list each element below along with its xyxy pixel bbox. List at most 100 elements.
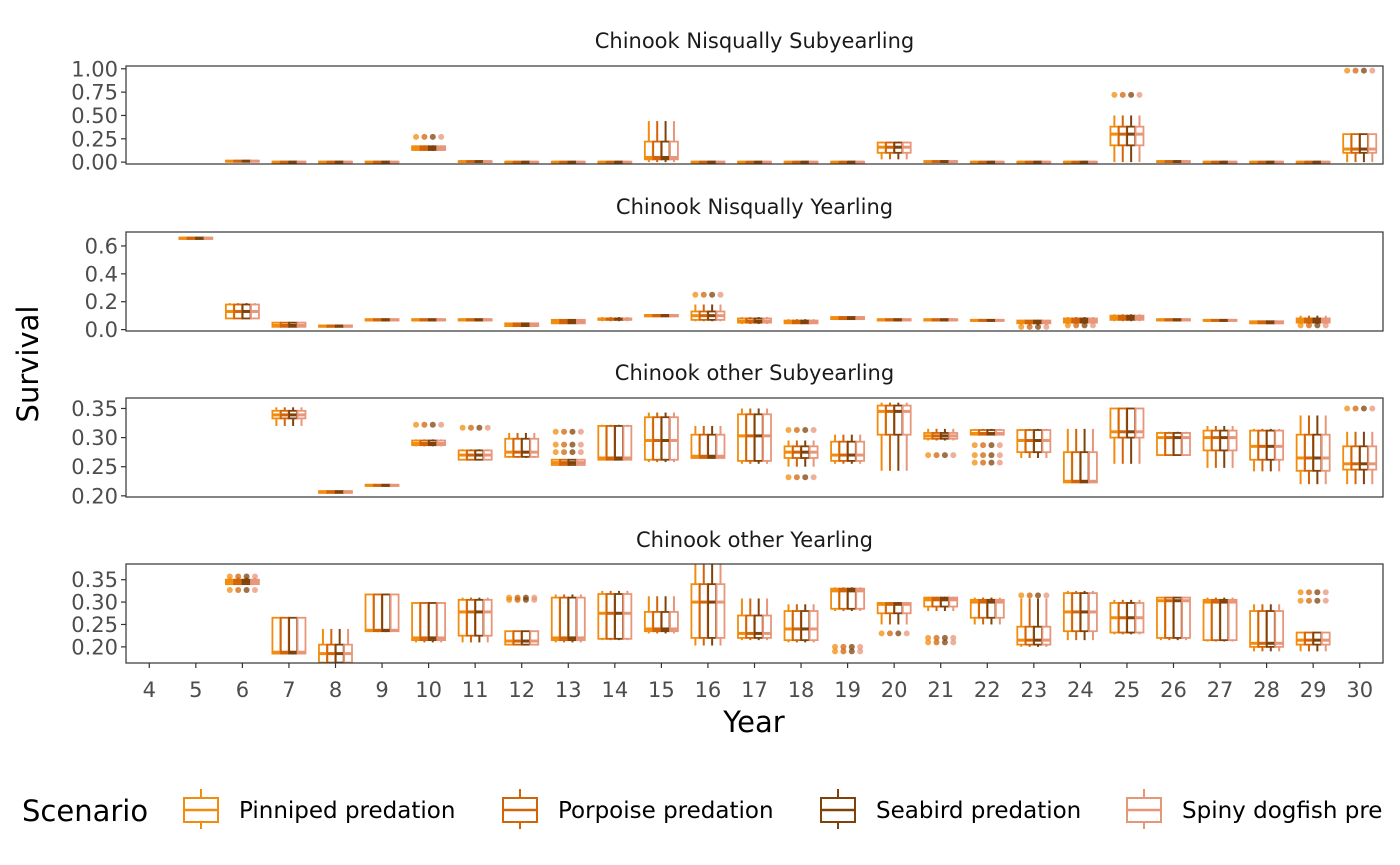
box-16-series-0 xyxy=(690,291,701,322)
box-11-series-3 xyxy=(482,424,493,461)
box-iqr xyxy=(707,433,717,459)
box-iqr xyxy=(364,593,375,633)
box-17-series-1 xyxy=(745,317,756,325)
box-10-series-0 xyxy=(411,133,421,151)
x-tick-label: 9 xyxy=(375,678,388,702)
box-19-series-1 xyxy=(838,316,849,321)
outlier-point xyxy=(857,648,864,655)
box-15-series-0 xyxy=(643,314,654,318)
box-24-series-1 xyxy=(1071,590,1082,641)
outlier-point xyxy=(552,441,559,448)
box-iqr xyxy=(690,433,701,459)
box-iqr xyxy=(1202,429,1213,452)
outlier-point xyxy=(996,452,1003,459)
outlier-point xyxy=(717,291,724,298)
box-10-series-2 xyxy=(427,133,438,151)
outlier-point xyxy=(251,586,258,593)
box-12-series-2 xyxy=(521,432,531,458)
outlier-point xyxy=(1322,589,1329,596)
box-28-series-0 xyxy=(1249,160,1259,164)
box-iqr xyxy=(436,602,447,642)
outlier-point xyxy=(1119,91,1126,98)
y-tick-label: 0.2 xyxy=(85,290,118,314)
box-iqr xyxy=(652,416,663,461)
box-iqr xyxy=(504,630,515,646)
box-15-series-3 xyxy=(669,412,679,463)
box-18-series-3 xyxy=(808,319,819,325)
outlier-point xyxy=(243,573,250,580)
outlier-point xyxy=(996,459,1003,466)
box-11-series-3 xyxy=(482,318,493,322)
box-29-series-0 xyxy=(1295,589,1306,652)
box-17-series-0 xyxy=(737,160,747,164)
outlier-point xyxy=(988,452,995,459)
outlier-point xyxy=(950,452,957,459)
box-14-series-0 xyxy=(597,590,608,641)
x-tick-label: 16 xyxy=(695,678,722,702)
outlier-point xyxy=(243,586,250,593)
outlier-point xyxy=(848,648,855,655)
box-16-series-3 xyxy=(715,564,726,646)
box-24-series-0 xyxy=(1062,160,1073,164)
box-8-series-3 xyxy=(343,160,353,164)
box-29-series-0 xyxy=(1295,415,1306,485)
box-21-series-0 xyxy=(923,318,934,322)
box-20-series-1 xyxy=(885,402,895,471)
box-27-series-0 xyxy=(1202,318,1213,322)
box-19-series-0 xyxy=(830,316,840,321)
box-30-series-3 xyxy=(1367,67,1378,163)
box-23-series-0 xyxy=(1016,428,1027,458)
panel-border xyxy=(125,397,1384,498)
box-6-series-3 xyxy=(250,303,260,320)
box-iqr xyxy=(1274,610,1285,648)
box-14-series-1 xyxy=(605,317,616,322)
outlier-point xyxy=(709,291,716,298)
box-10-series-3 xyxy=(436,318,447,322)
box-iqr xyxy=(512,437,523,458)
box-iqr xyxy=(737,413,747,462)
outlier-point xyxy=(988,442,995,449)
box-iqr xyxy=(1079,451,1090,484)
box-11-series-2 xyxy=(474,318,485,322)
box-28-series-3 xyxy=(1274,160,1285,164)
box-20-series-0 xyxy=(876,402,887,471)
box-29-series-0 xyxy=(1295,315,1306,329)
box-8-series-1 xyxy=(326,160,337,164)
box-iqr xyxy=(783,610,794,642)
box-12-series-1 xyxy=(512,432,523,458)
box-14-series-0 xyxy=(597,317,608,322)
box-26-series-0 xyxy=(1156,596,1166,641)
box-9-series-0 xyxy=(364,160,375,164)
outlier-point xyxy=(577,449,584,456)
box-24-series-0 xyxy=(1062,428,1073,484)
box-11-series-1 xyxy=(466,318,476,322)
box-22-series-3 xyxy=(994,160,1005,164)
box-18-series-1 xyxy=(792,319,802,325)
box-23-series-2 xyxy=(1033,592,1043,647)
box-29-series-2 xyxy=(1312,415,1323,485)
outlier-point xyxy=(1018,592,1025,599)
box-6-series-2 xyxy=(241,303,252,320)
box-5-series-1 xyxy=(186,236,197,240)
x-tick-label: 27 xyxy=(1207,678,1234,702)
box-iqr xyxy=(1071,451,1082,484)
box-26-series-0 xyxy=(1156,431,1166,456)
box-iqr xyxy=(521,630,531,646)
box-5-series-2 xyxy=(195,236,205,240)
box-8-series-3 xyxy=(343,490,353,494)
outlier-point xyxy=(1314,322,1321,329)
box-iqr xyxy=(457,598,468,637)
box-23-series-2 xyxy=(1033,160,1043,164)
box-iqr xyxy=(474,598,485,637)
box-iqr xyxy=(1350,445,1361,471)
outlier-point xyxy=(988,459,995,466)
x-tick-label: 13 xyxy=(555,678,582,702)
outlier-point xyxy=(1026,592,1033,599)
box-iqr xyxy=(1016,625,1027,646)
box-25-series-0 xyxy=(1109,599,1120,635)
outlier-point xyxy=(1026,323,1033,330)
box-iqr xyxy=(1164,596,1175,639)
box-iqr xyxy=(948,596,959,608)
x-axis: 4 5 6 7 8 9 10 11 12 13 14 15 16 17 18 19 20 21 22 23 24 25 26… xyxy=(143,663,1373,702)
